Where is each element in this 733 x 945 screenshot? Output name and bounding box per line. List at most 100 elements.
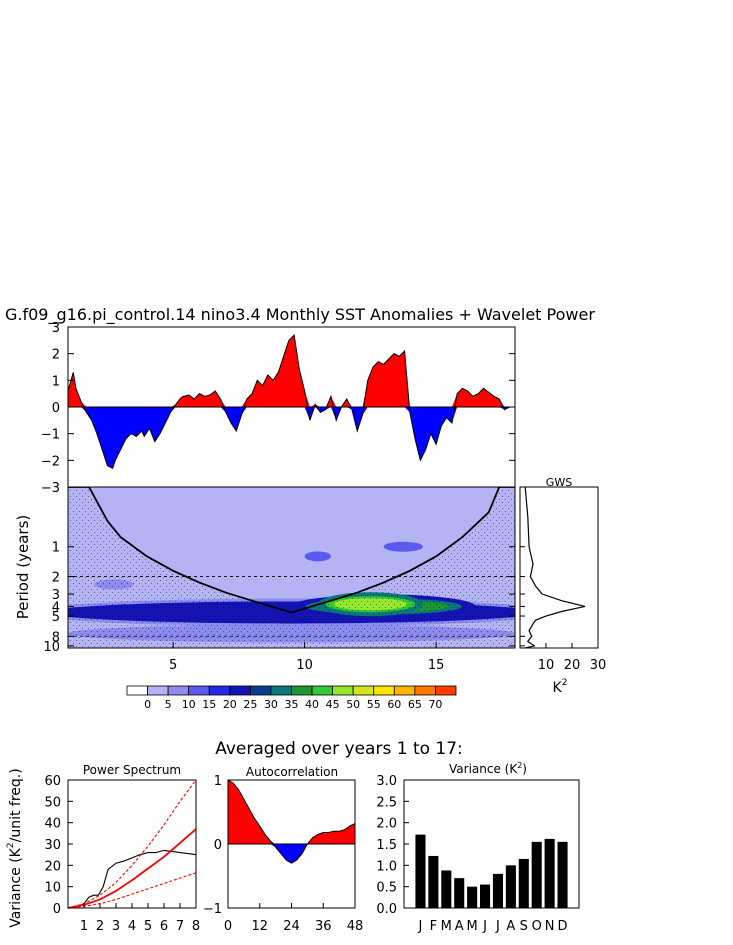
colorbar-label: 60 [387,698,401,711]
variance-bar [454,878,465,908]
colorbar-label: 5 [165,698,172,711]
colorbar-swatch [188,685,210,696]
variance-bar [441,870,452,908]
y-tick-label: 40 [44,817,61,832]
month-label: N [545,919,555,934]
y-tick-label: 0 [52,401,60,416]
y-tick-label: 5 [52,610,60,625]
series-red-noise [67,828,197,909]
monthly-variance-panel: J F M A M J J A S O N D0.00.51.01.52.02.53.0 [376,774,580,934]
power-spectrum-title: Power Spectrum [83,763,181,777]
x-tick-label: 30 [590,658,607,673]
y-tick-label: 20 [44,859,61,874]
wavelet-contour [304,551,331,562]
sst-negative-area [68,407,515,469]
sst-anomaly-panel: −3 −2 −1 0 1 2 3 [41,321,516,496]
y-tick-label: 3 [52,588,60,603]
y-tick-label: 4 [52,600,60,615]
colorbar-swatch [332,685,354,696]
monthly-variance-title: Variance (K2) [449,761,527,776]
colorbar-swatch [435,685,457,696]
cone-of-influence [68,487,515,614]
x-tick-label: 4 [128,919,136,934]
month-label: S [520,919,528,934]
x-tick-label: 7 [176,919,184,934]
colorbar-swatch [291,685,313,696]
variance-bar [480,884,491,908]
power-spectrum-y-label: Variance (K2/unit freq.) [6,768,24,927]
gws-title: GWS [546,476,572,489]
month-label: J [482,919,487,934]
colorbar-swatch [414,685,436,696]
x-tick-label: 1 [80,919,88,934]
y-tick-label: 8 [52,630,60,645]
gws-line [524,486,586,649]
y-tick-label: 0 [53,902,61,917]
y-tick-label: 2 [52,571,60,586]
y-tick-label: 50 [44,795,61,810]
wavelet-frame [67,486,516,649]
x-tick-label: 12 [251,919,268,934]
variance-bar [505,865,516,908]
sst-anomaly-line [67,333,515,470]
colorbar-label: 40 [305,698,319,711]
colorbar-label: 15 [202,698,216,711]
colorbar-swatch [229,685,251,696]
x-tick-label: 6 [160,919,168,934]
month-label: O [532,919,542,934]
x-tick-label: 10 [538,658,555,673]
month-label: A [506,919,515,934]
y-tick-label: −3 [41,481,60,496]
y-tick-label: 0 [214,838,222,853]
gws-panel: 10 20 30 [519,486,607,673]
power-spectrum-panel: 0 10 20 30 40 50 60 1 2 3 4 5 6 7 8 [44,774,200,934]
wavelet-contour [383,541,423,552]
colorbar-swatch [393,685,416,696]
y-tick-label: 3 [52,321,60,336]
y-tick-label: 1 [52,541,60,556]
colorbar-label: 25 [243,698,257,711]
x-tick-label: 2 [96,919,104,934]
y-tick-label: 10 [43,640,60,655]
variance-bar [467,886,478,908]
x-tick-label: 20 [564,658,581,673]
colorbar-label: 20 [223,698,237,711]
series-lower-bound [67,872,197,909]
colorbar-label: 65 [408,698,422,711]
colorbar-label: 0 [144,698,151,711]
month-label: F [430,919,437,934]
x-tick-label: 36 [315,919,332,934]
series-spectrum [69,849,197,909]
y-tick-label: 1 [52,374,60,389]
y-tick-label: 10 [44,881,61,896]
colorbar-swatch [126,685,148,696]
colorbar-swatch [208,685,231,696]
colorbar-swatch [270,685,292,696]
y-tick-label: 2.0 [376,817,397,832]
x-tick-label: 24 [283,919,300,934]
colorbar-swatch [352,685,375,696]
sst-positive-area [68,335,515,407]
variance-bar [531,841,542,908]
colorbar-label: 70 [428,698,442,711]
variance-bar [544,838,555,908]
y-tick-label: 30 [44,838,61,853]
month-label: D [558,919,568,934]
x-tick-label: 10 [296,658,313,673]
month-label: J [495,919,500,934]
x-tick-label: 0 [224,919,232,934]
section-title: Averaged over years 1 to 17: [215,739,463,759]
power-spectrum-frame [67,779,197,909]
variance-bar [518,858,529,908]
colorbar: 0 5 10 15 20 25 30 35 40 45 50 55 60 65 70 [126,685,457,711]
colorbar-swatch [249,685,272,696]
y-tick-label: 0.5 [376,881,397,896]
colorbar-label: 50 [346,698,360,711]
y-tick-label: 1.0 [376,859,397,874]
colorbar-swatch [373,685,395,696]
wavelet-y-label: Period (years) [14,515,32,620]
x-tick-label: 3 [112,919,120,934]
